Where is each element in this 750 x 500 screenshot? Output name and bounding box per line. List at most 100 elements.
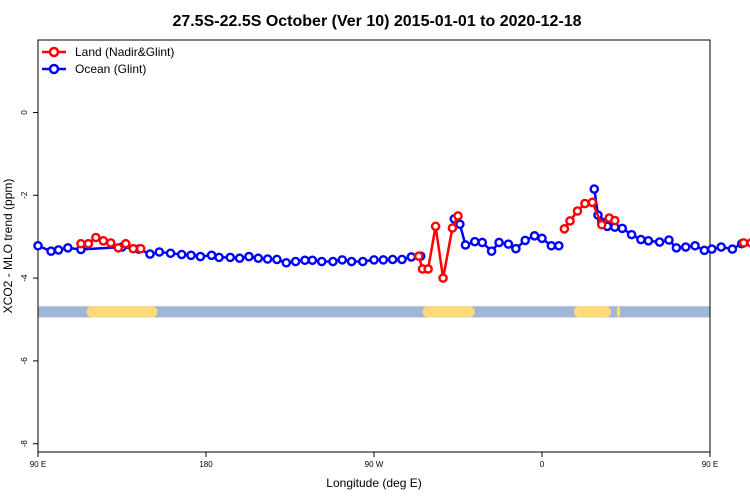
data-point-ocean: [225, 252, 236, 263]
x-tick-label: 90 W: [365, 460, 384, 469]
x-tick-label: 90 E: [702, 460, 718, 469]
data-point-ocean: [537, 233, 547, 244]
data-point-ocean: [529, 231, 540, 241]
y-tick-label: -2: [20, 191, 29, 199]
ocean-band: [38, 306, 710, 318]
data-point-land: [572, 206, 583, 216]
data-point-ocean: [469, 236, 480, 247]
y-tick-label: -8: [20, 440, 29, 448]
data-point-ocean: [643, 236, 654, 246]
data-point-ocean: [486, 246, 497, 256]
data-point-ocean: [460, 240, 471, 250]
data-point-ocean: [337, 255, 348, 265]
data-point-ocean: [626, 229, 637, 240]
data-point-ocean: [53, 245, 64, 255]
data-point-ocean: [494, 237, 504, 248]
data-point-ocean: [206, 250, 217, 261]
data-point-ocean: [145, 249, 155, 259]
data-point-ocean: [262, 254, 273, 264]
data-point-ocean: [214, 252, 224, 263]
data-point-ocean: [589, 184, 600, 194]
data-point-land: [83, 238, 94, 249]
data-point-land: [76, 238, 86, 249]
data-point-land: [565, 216, 575, 226]
data-point-ocean: [369, 255, 379, 265]
chart-title: 27.5S-22.5S October (Ver 10) 2015-01-01 …: [172, 13, 581, 30]
data-point-ocean: [503, 239, 514, 249]
data-point-land: [447, 223, 458, 233]
surface-strip: [38, 306, 710, 318]
y-axis-label: XCO2 - MLO trend (ppm): [1, 179, 15, 314]
data-point-ocean: [699, 245, 710, 256]
data-point-land: [596, 219, 607, 230]
data-point-ocean: [378, 255, 389, 265]
series-ocean: [33, 184, 747, 268]
x-tick-label: 0: [540, 460, 545, 469]
data-point-land: [438, 273, 448, 283]
data-point-land: [580, 198, 590, 209]
data-point-ocean: [316, 256, 327, 267]
data-point-land: [587, 197, 598, 208]
data-point-ocean: [244, 251, 254, 262]
data-point-ocean: [46, 246, 56, 256]
series-land: [76, 197, 750, 283]
data-point-ocean: [690, 240, 700, 251]
data-point-ocean: [671, 243, 682, 253]
y-tick-label: -6: [20, 357, 29, 365]
data-point-ocean: [716, 242, 727, 252]
data-point-ocean: [357, 256, 368, 267]
data-point-ocean: [33, 240, 43, 251]
data-point-land: [91, 232, 101, 243]
data-point-ocean: [63, 243, 73, 253]
data-point-land: [413, 251, 424, 261]
data-point-ocean: [727, 244, 738, 254]
data-point-ocean: [281, 257, 292, 268]
data-point-ocean: [387, 254, 398, 265]
data-point-ocean: [636, 234, 646, 245]
data-point-ocean: [680, 242, 691, 252]
data-point-land: [430, 221, 441, 232]
data-point-ocean: [186, 250, 196, 261]
data-point-ocean: [154, 247, 165, 257]
legend-swatch-marker-land: [48, 46, 60, 58]
data-point-land: [106, 238, 116, 248]
data-point-ocean: [617, 223, 628, 234]
data-point-ocean: [455, 219, 465, 230]
data-point-land: [610, 215, 620, 226]
land-span-0: [86, 306, 158, 318]
series-layer: [33, 184, 750, 283]
data-point-ocean: [253, 253, 264, 264]
land-span-2: [573, 306, 612, 318]
legend-swatch-marker-ocean: [48, 63, 60, 75]
data-point-ocean: [290, 256, 301, 267]
data-point-land: [559, 224, 570, 234]
data-point-land: [120, 238, 131, 249]
data-point-ocean: [664, 235, 674, 245]
data-point-ocean: [165, 248, 176, 259]
x-axis-label: Longitude (deg E): [326, 476, 421, 490]
data-point-ocean: [397, 254, 407, 265]
data-point-ocean: [272, 254, 282, 265]
data-point-ocean: [554, 240, 564, 251]
data-point-ocean: [520, 235, 531, 246]
x-tick-label: 180: [199, 460, 213, 469]
y-axis: 0 -2 -4 -6 -8: [20, 110, 38, 448]
data-point-land: [453, 211, 463, 221]
land-span-3: [616, 306, 621, 318]
data-point-ocean: [307, 255, 318, 266]
y-tick-label: 0: [20, 110, 29, 115]
legend-entry-land: Land (Nadir&Glint): [42, 45, 174, 59]
land-span-1: [422, 306, 475, 318]
data-point-ocean: [546, 240, 557, 251]
data-point-ocean: [511, 243, 521, 254]
x-tick-label: 90 E: [30, 460, 46, 469]
data-point-land: [135, 243, 146, 254]
data-point-land: [128, 243, 138, 254]
data-point-ocean: [328, 256, 338, 267]
data-point-land: [746, 238, 750, 248]
y-tick-label: -4: [20, 274, 29, 282]
data-point-ocean: [300, 255, 310, 266]
data-point-ocean: [406, 252, 417, 262]
data-point-ocean: [346, 256, 357, 267]
